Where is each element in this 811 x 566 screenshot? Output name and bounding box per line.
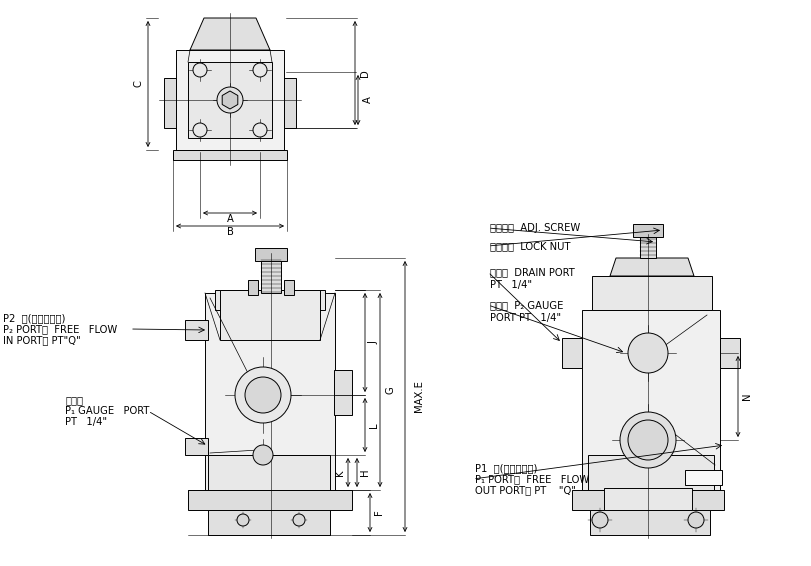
- Text: C: C: [133, 80, 143, 87]
- Circle shape: [217, 87, 243, 113]
- Bar: [176, 50, 284, 150]
- Text: F: F: [374, 509, 384, 516]
- Text: 調節螺絲  ADJ. SCREW: 調節螺絲 ADJ. SCREW: [490, 223, 580, 233]
- Circle shape: [628, 333, 668, 373]
- Circle shape: [688, 512, 704, 528]
- Bar: [582, 310, 720, 490]
- Text: MAX.E: MAX.E: [414, 380, 424, 413]
- Text: N: N: [742, 393, 752, 400]
- Circle shape: [237, 514, 249, 526]
- Text: P2  口(自由流入口): P2 口(自由流入口): [3, 313, 66, 323]
- Text: H: H: [360, 469, 370, 476]
- Bar: [685, 470, 722, 485]
- Bar: [215, 290, 325, 310]
- Bar: [633, 224, 663, 237]
- Bar: [572, 490, 724, 510]
- Circle shape: [253, 123, 267, 137]
- Bar: [248, 280, 258, 295]
- Bar: [284, 78, 296, 128]
- Circle shape: [253, 445, 273, 465]
- Circle shape: [253, 63, 267, 77]
- Bar: [604, 488, 692, 510]
- Circle shape: [193, 123, 207, 137]
- Text: P₁ GAUGE   PORT: P₁ GAUGE PORT: [65, 406, 149, 416]
- Text: 固定螺帽  LOCK NUT: 固定螺帽 LOCK NUT: [490, 241, 570, 251]
- Text: P₂ PORT（  FREE   FLOW: P₂ PORT（ FREE FLOW: [3, 324, 118, 334]
- Text: PT   1/4": PT 1/4": [65, 417, 107, 427]
- Bar: [185, 320, 208, 340]
- Bar: [208, 455, 330, 490]
- Text: PORT PT   1/4": PORT PT 1/4": [490, 313, 561, 323]
- Text: B: B: [226, 227, 234, 237]
- Text: 測壓口  P₂ GAUGE: 測壓口 P₂ GAUGE: [490, 300, 564, 310]
- Bar: [208, 510, 330, 535]
- Polygon shape: [190, 18, 270, 50]
- Bar: [720, 338, 740, 368]
- Circle shape: [193, 63, 207, 77]
- Circle shape: [293, 514, 305, 526]
- Polygon shape: [222, 91, 238, 109]
- Bar: [220, 290, 320, 340]
- Text: J: J: [369, 341, 379, 344]
- Text: 浅流口  DRAIN PORT: 浅流口 DRAIN PORT: [490, 267, 575, 277]
- Text: OUT PORT） PT    "Q": OUT PORT） PT "Q": [475, 485, 576, 495]
- Circle shape: [245, 377, 281, 413]
- Bar: [592, 276, 712, 310]
- Bar: [640, 237, 656, 258]
- Circle shape: [620, 412, 676, 468]
- Bar: [205, 293, 335, 490]
- Polygon shape: [610, 258, 694, 276]
- Text: IN PORT） PT"Q": IN PORT） PT"Q": [3, 335, 81, 345]
- Circle shape: [235, 367, 291, 423]
- Text: P₁ PORT（  FREE   FLOW: P₁ PORT（ FREE FLOW: [475, 474, 590, 484]
- Bar: [284, 280, 294, 295]
- Text: 測壓口: 測壓口: [65, 395, 83, 405]
- Bar: [334, 370, 352, 415]
- Bar: [185, 438, 208, 455]
- Text: A: A: [363, 97, 373, 104]
- Circle shape: [628, 420, 668, 460]
- Bar: [188, 490, 352, 510]
- Bar: [590, 510, 710, 535]
- Text: D: D: [360, 69, 370, 77]
- Bar: [588, 455, 714, 490]
- Bar: [562, 338, 582, 368]
- Text: K: K: [335, 469, 345, 476]
- Text: A: A: [226, 214, 234, 224]
- Text: L: L: [369, 422, 379, 428]
- Bar: [255, 248, 287, 261]
- Text: P1  口(自由流入口): P1 口(自由流入口): [475, 463, 538, 473]
- Bar: [261, 258, 281, 293]
- Text: G: G: [385, 386, 395, 394]
- Bar: [173, 150, 287, 160]
- Text: PT   1/4": PT 1/4": [490, 280, 532, 290]
- Bar: [164, 78, 176, 128]
- Bar: [188, 62, 272, 138]
- Circle shape: [592, 512, 608, 528]
